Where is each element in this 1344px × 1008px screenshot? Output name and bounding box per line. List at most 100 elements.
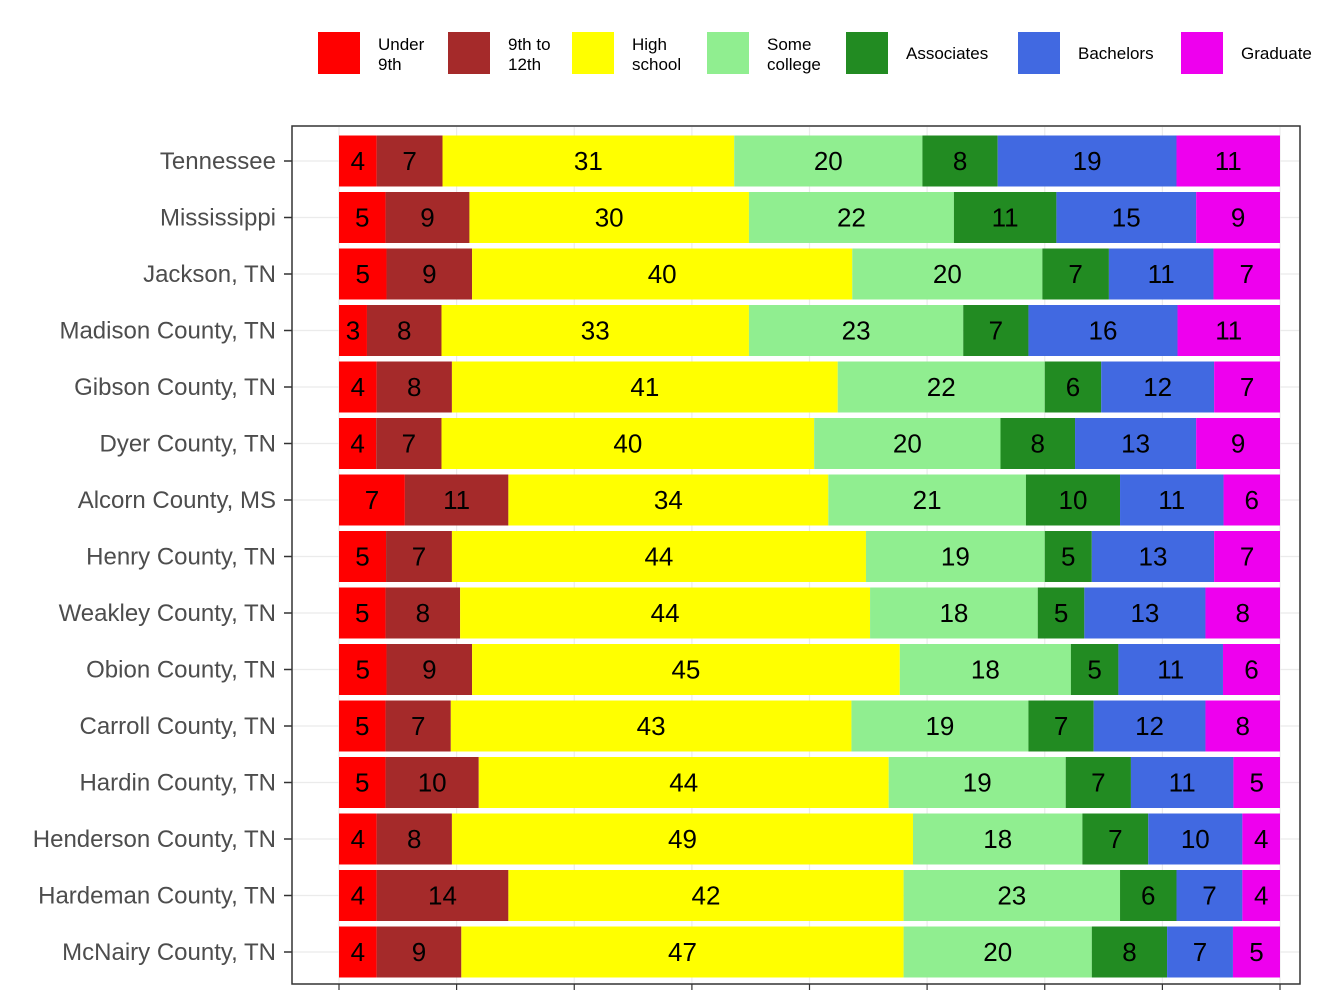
bar-segment [385, 192, 470, 243]
bar-segment [376, 418, 442, 469]
bar-segment [997, 135, 1177, 187]
data-label: 7 [411, 711, 425, 741]
bar-segment [1196, 418, 1280, 469]
bar-segment [1176, 135, 1280, 187]
bar-segment [888, 757, 1066, 808]
data-label: 8 [1031, 429, 1045, 459]
data-label: 4 [1254, 824, 1268, 854]
data-label: 42 [692, 881, 721, 911]
data-label: 22 [837, 203, 866, 233]
legend-label: Some college [767, 35, 821, 74]
legend-label: Bachelors [1078, 44, 1154, 63]
data-label: 4 [350, 429, 364, 459]
data-label: 4 [351, 937, 365, 967]
bar-segment [1177, 305, 1280, 356]
data-label: 12 [1135, 711, 1164, 741]
data-label: 5 [355, 711, 369, 741]
data-label: 13 [1130, 598, 1159, 628]
data-label: 7 [1239, 259, 1253, 289]
bar-segment [1044, 531, 1092, 582]
data-label: 7 [402, 429, 416, 459]
y-tick-label: Gibson County, TN [74, 374, 276, 401]
data-label: 10 [1059, 485, 1088, 515]
bar-segment [451, 531, 866, 582]
data-label: 5 [1249, 768, 1263, 798]
data-labels-layer: 4 7 31 20 8 19 115 9 30 22 11 15 95 9 40 20 7 11 73 8 33 23 7 1… [346, 146, 1269, 967]
y-tick-label: Obion County, TN [86, 657, 276, 684]
data-label: 7 [365, 485, 379, 515]
bar-segment [1093, 700, 1206, 752]
bar-segment [376, 135, 443, 187]
bar-segment [339, 361, 377, 413]
legend-label: 9th to 12th [508, 35, 551, 74]
bar-segment [339, 757, 386, 808]
data-label: 5 [1087, 655, 1101, 685]
legend-label: Associates [906, 44, 989, 63]
data-label: 11 [1215, 146, 1242, 176]
bar-segment [339, 700, 386, 752]
data-label: 11 [1215, 316, 1242, 346]
data-label: 44 [644, 542, 673, 572]
bar-segment [339, 248, 387, 300]
data-label: 19 [941, 542, 970, 572]
bar-segment [1082, 813, 1149, 865]
bar-segment [1091, 531, 1215, 582]
bar-segment [828, 474, 1026, 526]
data-label: 5 [355, 598, 369, 628]
bar-segment [1037, 587, 1085, 639]
data-label: 7 [1068, 259, 1082, 289]
bar-segment [441, 418, 815, 469]
data-label: 14 [428, 881, 457, 911]
bar-segment [1044, 361, 1102, 413]
data-label: 8 [1235, 598, 1249, 628]
bar-segment [339, 474, 405, 526]
data-label: 19 [1073, 146, 1102, 176]
bar-segment [339, 813, 377, 865]
data-label: 4 [351, 824, 365, 854]
bar-segment [1028, 305, 1178, 356]
data-label: 7 [1193, 937, 1207, 967]
bar-segment [837, 361, 1045, 413]
legend-swatch [846, 32, 888, 74]
data-label: 18 [983, 824, 1012, 854]
bar-segment [441, 305, 749, 356]
bar-segment [1120, 474, 1224, 526]
data-label: 5 [355, 768, 369, 798]
bar-segment [899, 644, 1071, 695]
legend-label: Under 9th [378, 35, 425, 74]
bar-segment [450, 700, 852, 752]
bar-segment [1028, 700, 1094, 752]
data-label: 40 [613, 429, 642, 459]
bar-segment [385, 757, 479, 808]
bar-segment [386, 248, 473, 300]
bar-segment [385, 700, 451, 752]
data-label: 10 [418, 768, 447, 798]
data-label: 18 [939, 598, 968, 628]
data-label: 20 [893, 429, 922, 459]
y-tick-label: Hardeman County, TN [38, 883, 276, 910]
bar-segment [1025, 474, 1121, 526]
bar-segment [1214, 531, 1280, 582]
data-label: 7 [1054, 711, 1068, 741]
data-label: 7 [989, 316, 1003, 346]
data-label: 11 [443, 485, 470, 515]
data-label: 22 [927, 372, 956, 402]
y-tick-label: Henry County, TN [86, 544, 276, 571]
data-label: 7 [412, 542, 426, 572]
bar-segment [913, 813, 1083, 865]
bar-segment [460, 587, 871, 639]
data-label: 5 [355, 542, 369, 572]
data-label: 23 [842, 316, 871, 346]
data-label: 20 [983, 937, 1012, 967]
bar-segment [386, 644, 473, 695]
bar-segment [1130, 757, 1234, 808]
data-label: 7 [1240, 372, 1254, 402]
bar-segment [1242, 813, 1280, 865]
data-label: 44 [651, 598, 680, 628]
bar-segment [339, 418, 377, 469]
bar-segment [442, 135, 735, 187]
y-tick-label: Mississippi [160, 205, 276, 232]
data-label: 7 [1240, 542, 1254, 572]
data-label: 9 [422, 655, 436, 685]
